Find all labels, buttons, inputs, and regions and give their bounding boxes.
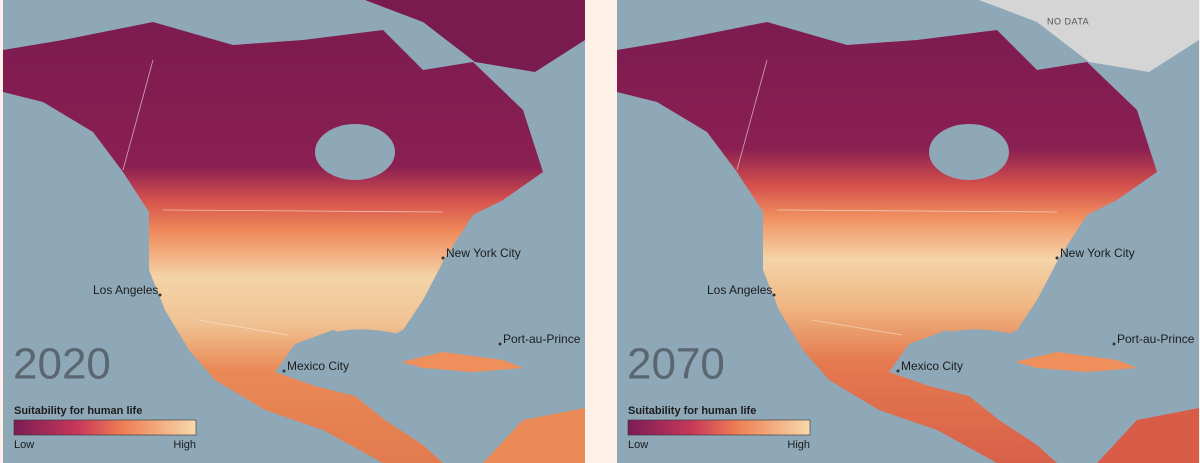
greenland — [979, 0, 1199, 72]
no-data-label: NO DATA — [1047, 16, 1089, 26]
city-marker — [896, 369, 900, 373]
city-label: Port-au-Prince — [1117, 332, 1195, 346]
legend-high: High — [787, 439, 810, 451]
gulf-of-mexico — [917, 329, 1022, 381]
legend-low: Low — [14, 439, 34, 451]
greenland — [365, 0, 585, 72]
legend-title: Suitability for human life — [628, 405, 756, 417]
city-marker — [1112, 342, 1116, 346]
city-marker — [498, 342, 502, 346]
year-label: 2020 — [13, 340, 111, 389]
city-label: New York City — [1060, 246, 1135, 260]
caribbean-islands — [401, 352, 523, 372]
city-label: Mexico City — [901, 359, 963, 373]
legend-low: Low — [628, 439, 648, 451]
borders — [736, 59, 1058, 336]
map-panel: NO DATA Los Angeles New York City Mexico Ci… — [617, 0, 1199, 463]
city-marker — [282, 369, 286, 373]
map — [3, 0, 585, 463]
caribbean-islands — [1015, 352, 1137, 372]
city-label: New York City — [446, 246, 521, 260]
city-label: Los Angeles — [93, 283, 158, 297]
city-label: Port-au-Prince — [503, 332, 581, 346]
gulf-of-mexico — [303, 329, 408, 381]
map — [617, 0, 1199, 463]
legend-bar — [13, 419, 197, 436]
hudson-bay — [315, 124, 395, 180]
legend-title: Suitability for human life — [14, 405, 142, 417]
hudson-bay — [929, 124, 1009, 180]
south-america — [483, 408, 585, 463]
north-america — [3, 22, 543, 463]
legend-high: High — [173, 439, 196, 451]
south-america — [1097, 408, 1199, 463]
map-panel: Los Angeles New York City Mexico City Port-… — [3, 0, 585, 463]
north-america — [617, 22, 1157, 463]
city-marker — [441, 256, 445, 260]
city-label: Los Angeles — [707, 283, 772, 297]
city-marker — [772, 293, 776, 297]
city-marker — [158, 293, 162, 297]
city-label: Mexico City — [287, 359, 349, 373]
city-marker — [1055, 256, 1059, 260]
legend-bar — [627, 419, 811, 436]
year-label: 2070 — [627, 340, 725, 389]
borders — [122, 59, 444, 336]
